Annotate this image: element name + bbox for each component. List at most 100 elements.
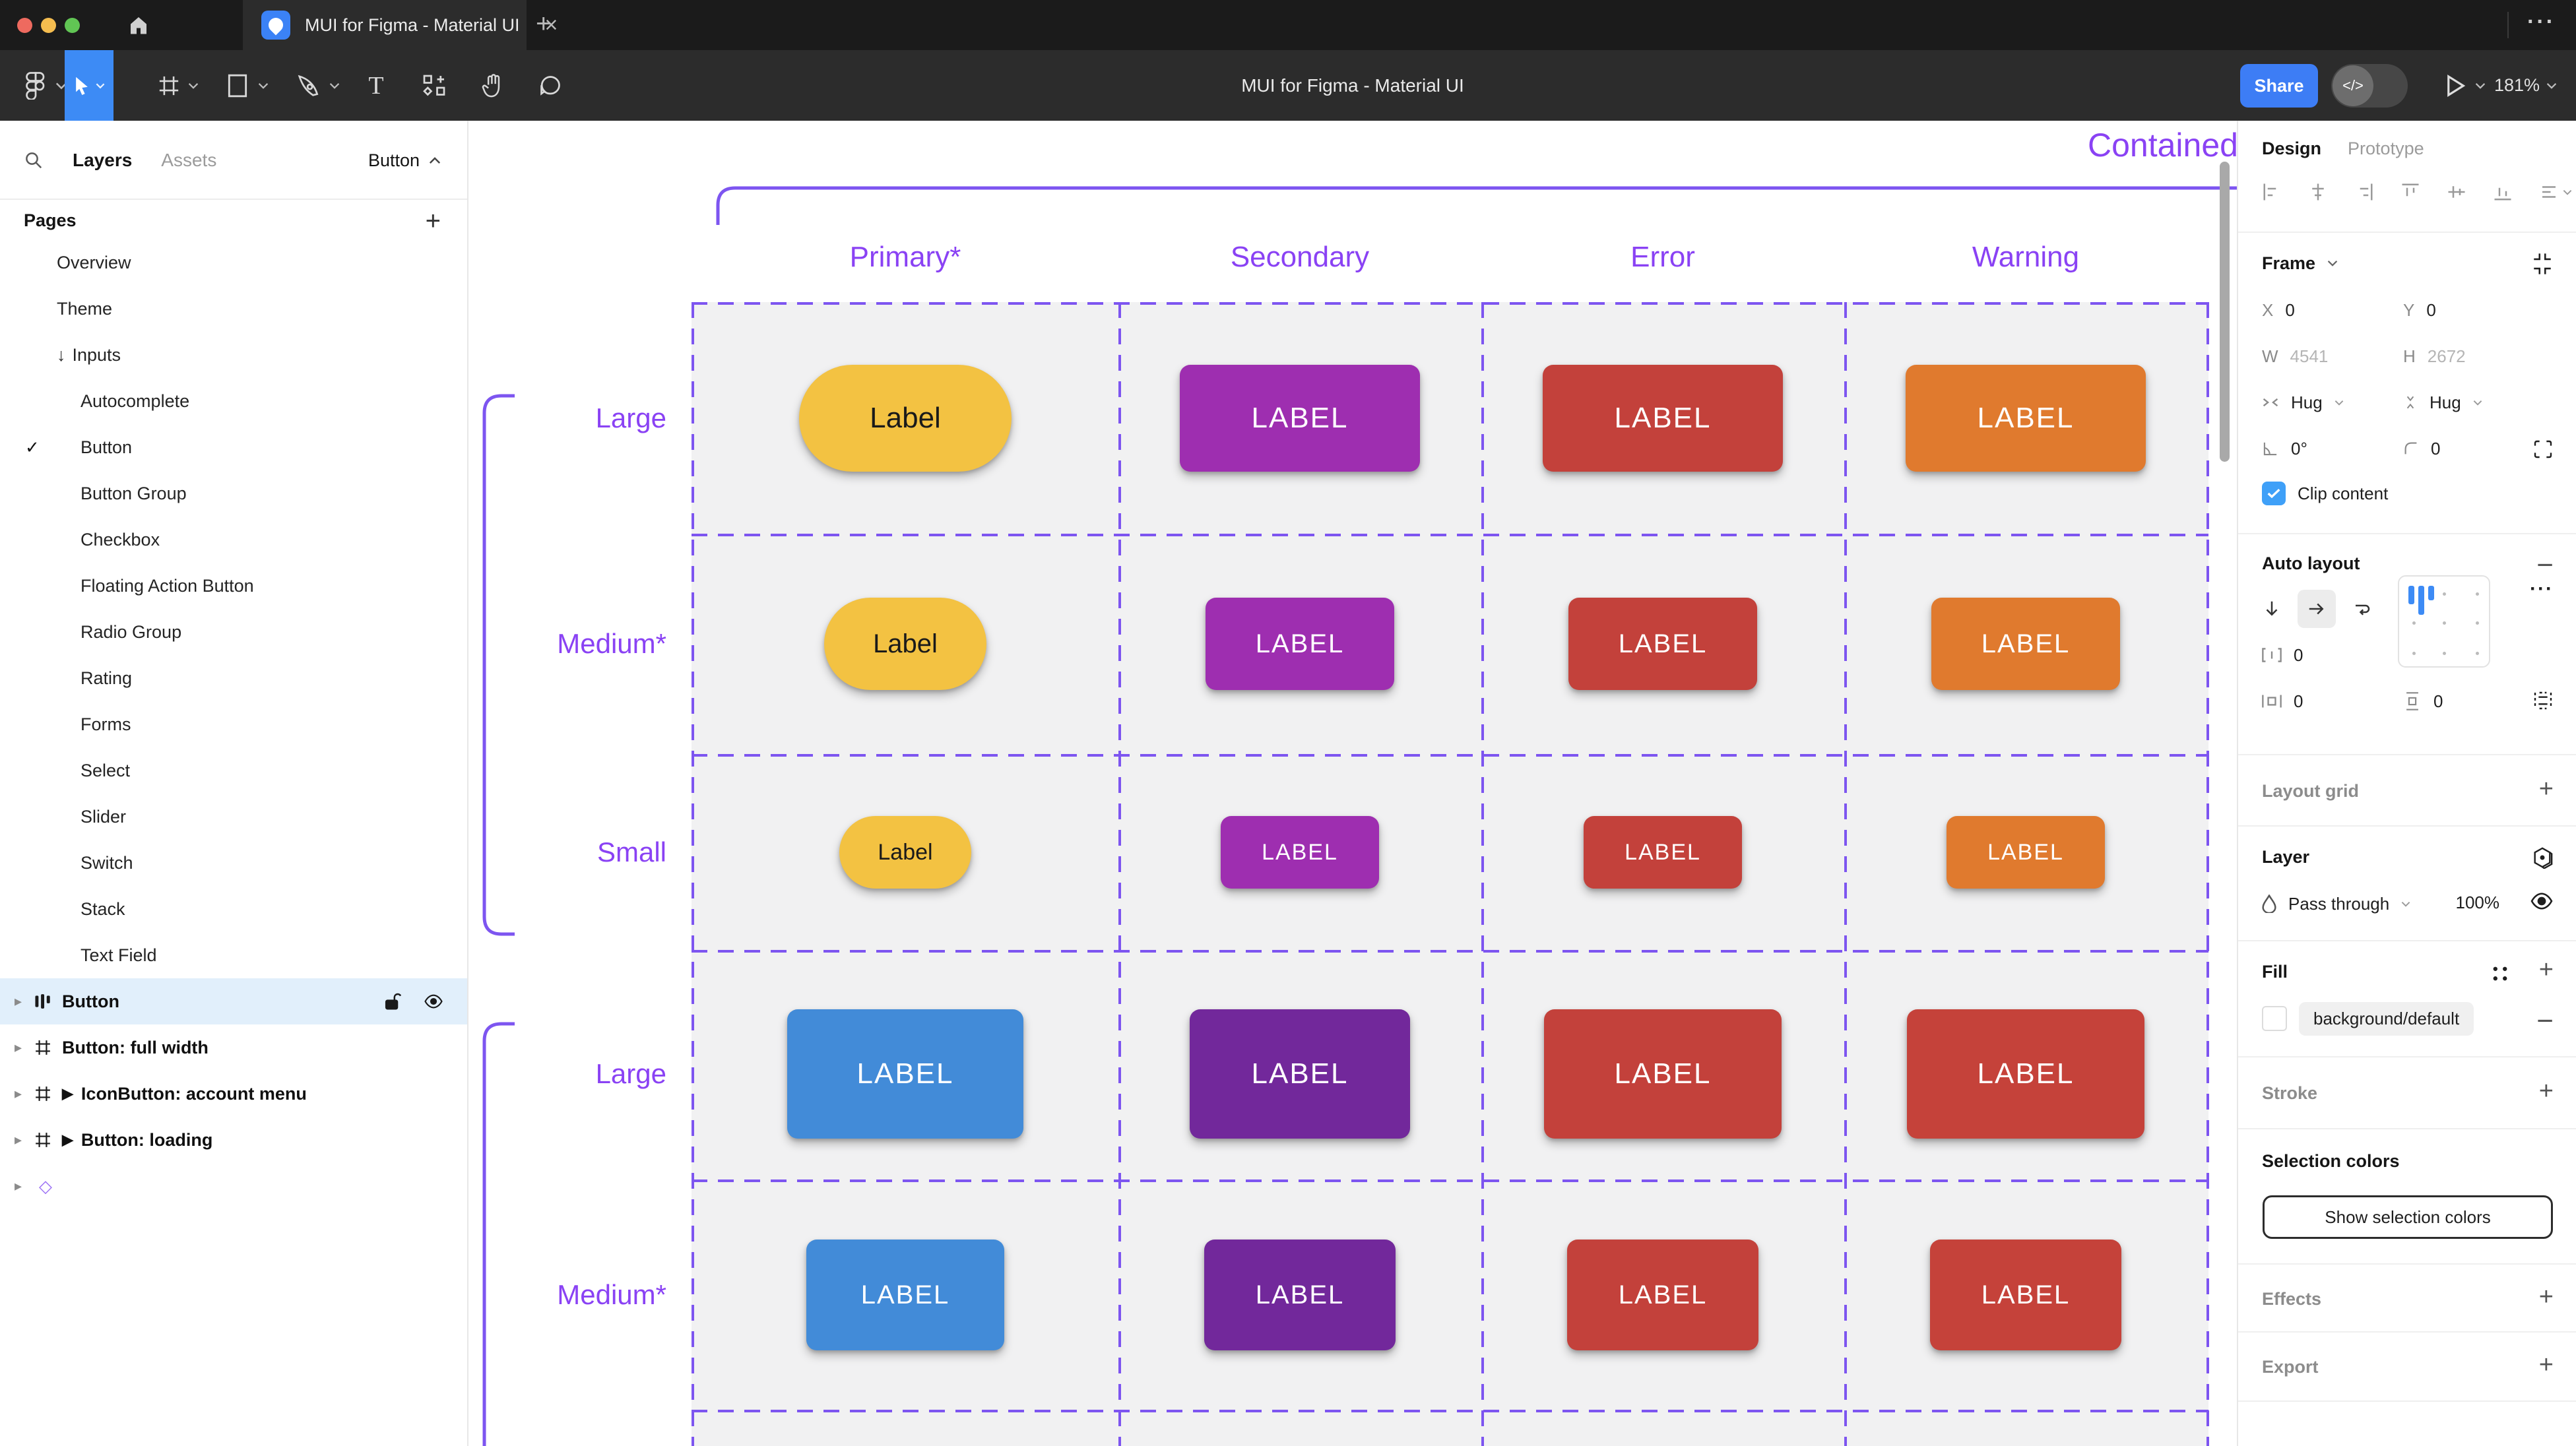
canvas-button-medium-3[interactable]: LABEL	[1931, 598, 2120, 690]
pen-tool-chevron-icon[interactable]	[326, 50, 343, 121]
fill-color-swatch[interactable]	[2262, 1006, 2287, 1031]
alignment-box[interactable]	[2398, 575, 2490, 668]
zoom-menu[interactable]: 181%	[2494, 50, 2557, 121]
flow-horizontal-icon-selected[interactable]	[2298, 590, 2336, 628]
eye-icon[interactable]	[424, 993, 443, 1009]
tab-close-icon[interactable]: ×	[544, 13, 558, 38]
disclosure-chevron-icon[interactable]: ▸	[15, 1085, 22, 1102]
add-stroke-icon[interactable]: +	[2538, 1077, 2554, 1105]
canvas-button-medium-2[interactable]: LABEL	[1567, 1240, 1758, 1350]
comment-tool-icon[interactable]	[533, 50, 567, 121]
traffic-close-button[interactable]	[17, 18, 32, 33]
page-item-inputs[interactable]: ↓ Inputs	[57, 344, 121, 365]
width-field[interactable]: W 4541	[2262, 334, 2400, 378]
pen-tool-icon[interactable]	[292, 50, 326, 121]
item-spacing-field[interactable]: 0	[2262, 632, 2303, 678]
row-label-medium[interactable]: Medium*	[557, 1279, 666, 1310]
layer-row-button-loading[interactable]: ▸ ▶ Button: loading	[15, 1129, 213, 1150]
add-export-icon[interactable]: +	[2538, 1351, 2554, 1379]
layer-row-iconbutton-account-menu[interactable]: ▸ ▶ IconButton: account menu	[15, 1083, 307, 1104]
horizontal-padding-field[interactable]: 0	[2262, 678, 2303, 724]
align-h-center-icon[interactable]	[2308, 182, 2328, 202]
tab-assets[interactable]: Assets	[161, 150, 217, 170]
individual-padding-icon[interactable]	[2532, 690, 2554, 711]
column-header-warning[interactable]: Warning	[1972, 241, 2080, 273]
flow-vertical-icon[interactable]	[2262, 599, 2282, 619]
canvas-button-large-1[interactable]: LABEL	[1190, 1009, 1410, 1139]
canvas-button-medium-0[interactable]: LABEL	[806, 1240, 1004, 1350]
distribute-menu-icon[interactable]	[2539, 182, 2572, 202]
y-position-field[interactable]: Y 0	[2403, 288, 2542, 332]
rotation-field[interactable]: 0°	[2262, 427, 2400, 470]
page-item-radio-group[interactable]: Radio Group	[0, 609, 467, 655]
page-item-floating-action-button[interactable]: Floating Action Button	[0, 563, 467, 609]
canvas-button-medium-2[interactable]: LABEL	[1568, 598, 1757, 690]
dev-mode-toggle[interactable]: </>	[2331, 64, 2408, 108]
canvas-button-medium-0[interactable]: Label	[824, 598, 986, 690]
show-selection-colors-button[interactable]: Show selection colors	[2263, 1195, 2553, 1239]
fill-row[interactable]: background/default	[2262, 997, 2474, 1040]
new-tab-button[interactable]: +	[536, 9, 552, 38]
hand-tool-icon[interactable]	[475, 50, 509, 121]
align-bottom-icon[interactable]	[2493, 182, 2513, 202]
page-item-forms[interactable]: Forms	[0, 701, 467, 747]
x-position-field[interactable]: X 0	[2262, 288, 2400, 332]
traffic-zoom-button[interactable]	[65, 18, 80, 33]
canvas-button-large-1[interactable]: LABEL	[1180, 365, 1420, 472]
page-item-select[interactable]: Select	[0, 747, 467, 794]
canvas-button-large-0[interactable]: Label	[799, 365, 1012, 472]
canvas-vertical-scrollbar[interactable]	[2220, 162, 2230, 462]
row-label-large[interactable]: Large	[595, 1058, 666, 1089]
align-left-icon[interactable]	[2262, 182, 2282, 202]
row-label-small[interactable]: Small	[596, 836, 666, 867]
remove-fill-icon[interactable]: −	[2536, 1005, 2554, 1037]
layer-opacity-value[interactable]: 100%	[2455, 893, 2500, 912]
page-item-slider[interactable]: Slider	[0, 794, 467, 840]
auto-layout-remove-icon[interactable]: −	[2536, 549, 2554, 581]
canvas-button-large-0[interactable]: LABEL	[787, 1009, 1023, 1139]
canvas-button-large-2[interactable]: LABEL	[1543, 365, 1783, 472]
clip-content-row[interactable]: Clip content	[2262, 472, 2388, 515]
horizontal-resizing-dropdown[interactable]: Hug	[2262, 381, 2400, 424]
frame-section-header[interactable]: Frame	[2262, 253, 2316, 273]
frame-tool-icon[interactable]	[153, 50, 185, 121]
page-item-rating[interactable]: Rating	[0, 655, 467, 701]
text-tool-icon[interactable]: T	[368, 71, 384, 100]
page-item-autocomplete[interactable]: Autocomplete	[0, 378, 467, 424]
tab-design[interactable]: Design	[2262, 138, 2322, 158]
search-icon[interactable]	[24, 150, 44, 170]
column-header-primary[interactable]: Primary*	[849, 241, 961, 273]
align-top-icon[interactable]	[2400, 182, 2420, 202]
canvas-button-small-3[interactable]: LABEL	[1947, 816, 2105, 889]
share-button[interactable]: Share	[2240, 64, 2318, 108]
page-item-checkbox[interactable]: Checkbox	[0, 517, 467, 563]
figma-menu-icon[interactable]	[17, 50, 54, 121]
column-header-error[interactable]: Error	[1630, 241, 1695, 273]
corner-radius-field[interactable]: 0	[2403, 427, 2522, 470]
add-layout-grid-icon[interactable]: +	[2538, 775, 2554, 803]
height-field[interactable]: H 2672	[2403, 334, 2542, 378]
canvas[interactable]: Contained Primary* Secondary Error Warning L…	[470, 121, 2237, 1446]
align-v-center-icon[interactable]	[2447, 182, 2466, 202]
tab-prototype[interactable]: Prototype	[2348, 138, 2424, 158]
fill-token-chip[interactable]: background/default	[2299, 1001, 2474, 1036]
fill-styles-icon[interactable]	[2492, 965, 2509, 982]
move-tool-selected[interactable]	[65, 50, 113, 121]
blend-mode-icon[interactable]	[2531, 846, 2554, 869]
frame-type-chevron-icon[interactable]	[2327, 260, 2338, 267]
row-label-large[interactable]: Large	[595, 402, 666, 433]
page-item-button-group[interactable]: Button Group	[0, 470, 467, 517]
page-item-stack[interactable]: Stack	[0, 886, 467, 932]
canvas-button-small-0[interactable]: Label	[839, 816, 971, 889]
disclosure-chevron-icon[interactable]: ▸	[15, 1039, 22, 1055]
frame-tool-chevron-icon[interactable]	[185, 50, 202, 121]
page-item-overview[interactable]: Overview	[0, 239, 467, 286]
home-icon[interactable]	[127, 13, 150, 37]
present-play-icon[interactable]	[2441, 50, 2470, 121]
disclosure-chevron-icon[interactable]: ▸	[15, 1178, 22, 1194]
shape-tool-chevron-icon[interactable]	[255, 50, 272, 121]
independent-corners-icon[interactable]	[2532, 439, 2554, 460]
vertical-padding-field[interactable]: 0	[2403, 678, 2509, 724]
actions-tool-icon[interactable]	[417, 50, 451, 121]
figma-menu-chevron-icon[interactable]	[51, 50, 71, 121]
